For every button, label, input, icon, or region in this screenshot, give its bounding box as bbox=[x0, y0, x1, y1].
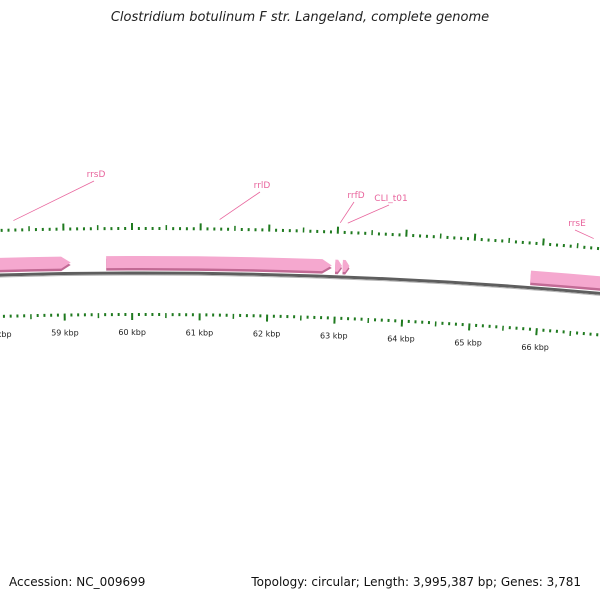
scale-label: 62 kbp bbox=[253, 330, 281, 339]
genome-backbone bbox=[0, 271, 600, 296]
leader-line bbox=[574, 229, 594, 239]
gene-labels: rrsD rrlD rrfD CLI_t01 rrsE bbox=[13, 170, 594, 239]
scale-ticks: 58 kbp 59 kbp 60 kbp 61 kbp 62 kbp 63 kbp 64 k… bbox=[0, 223, 600, 352]
scale-label: 58 kbp bbox=[0, 330, 12, 339]
inner-scale-tick bbox=[535, 328, 538, 336]
outer-scale-tick bbox=[542, 238, 545, 246]
gene-label-rrse: rrsE bbox=[568, 219, 594, 239]
leader-line bbox=[13, 180, 95, 221]
backbone-highlight bbox=[0, 274, 600, 296]
gene-rrfd bbox=[334, 259, 343, 275]
gene-label-rrld: rrlD bbox=[219, 181, 271, 220]
scale-label: 61 kbp bbox=[186, 328, 214, 337]
leader-line bbox=[219, 191, 261, 220]
map-title: Clostridium botulinum F str. Langeland, … bbox=[110, 10, 490, 25]
gene-label-cli-t01: CLI_t01 bbox=[347, 194, 408, 224]
gene-label-rrfd: rrfD bbox=[339, 191, 365, 224]
gene-rrld bbox=[106, 256, 332, 274]
leader-line bbox=[339, 201, 355, 224]
gene-arrow bbox=[342, 259, 350, 273]
gene-label-rrsd: rrsD bbox=[13, 170, 105, 221]
scale-label: 60 kbp bbox=[118, 328, 146, 337]
scale-label: 59 kbp bbox=[51, 329, 79, 338]
gene-label-text: CLI_t01 bbox=[374, 194, 407, 204]
gene-arrow bbox=[334, 259, 343, 272]
gene-arrow bbox=[0, 256, 71, 270]
backbone-line bbox=[0, 271, 600, 295]
gene-label-text: rrfD bbox=[347, 191, 364, 201]
scale-label: 65 kbp bbox=[454, 338, 482, 347]
gene-rrsd bbox=[0, 256, 71, 273]
gene-label-text: rrsD bbox=[87, 170, 106, 180]
scale-label: 66 kbp bbox=[521, 343, 549, 352]
gene-label-text: rrlD bbox=[254, 181, 271, 191]
scale-label: 63 kbp bbox=[320, 332, 348, 341]
accession-text: Accession: NC_009699 bbox=[9, 575, 146, 589]
leader-line bbox=[347, 204, 390, 224]
genome-summary-text: Topology: circular; Length: 3,995,387 bp… bbox=[251, 575, 581, 589]
scale-label: 64 kbp bbox=[387, 335, 415, 344]
gene-cli-t01 bbox=[342, 259, 350, 275]
gene-label-text: rrsE bbox=[568, 219, 586, 229]
gene-arrow bbox=[106, 256, 332, 272]
gene-features bbox=[0, 256, 600, 291]
gene-arrow bbox=[530, 270, 600, 289]
gene-rrse bbox=[530, 270, 600, 291]
